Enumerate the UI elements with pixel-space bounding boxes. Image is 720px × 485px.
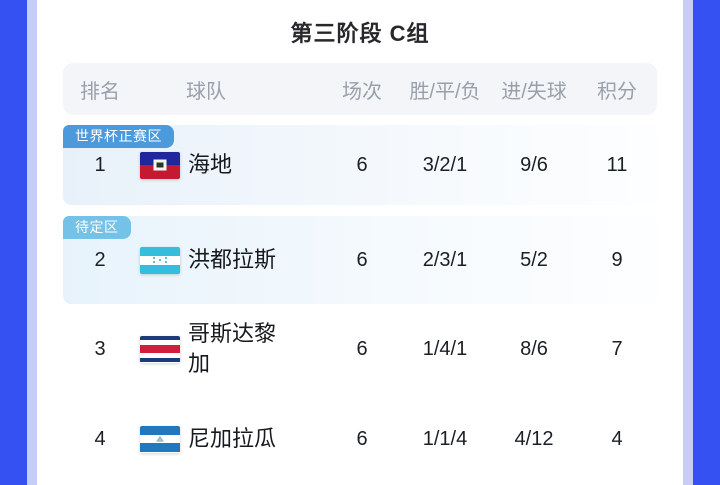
matches-value: 6 (356, 153, 368, 176)
zone-badge-world-cup: 世界杯正赛区 (63, 125, 174, 148)
rank-value: 1 (94, 153, 106, 176)
points-value: 4 (611, 427, 623, 450)
table-header-row: 排名 球队 场次 胜/平/负 进/失球 积分 (63, 63, 657, 115)
points-value: 11 (606, 153, 628, 176)
rank-value: 2 (94, 248, 106, 271)
wdl-value: 1/1/4 (422, 427, 468, 450)
matches-value: 6 (356, 427, 368, 450)
nicaragua-flag-icon (140, 425, 180, 453)
zone-block-pending: 待定区 2 洪都拉斯 6 2/3/1 5/2 9 (63, 216, 657, 304)
rank-value: 4 (94, 427, 106, 450)
matches-value: 6 (356, 248, 368, 271)
points-value: 9 (611, 248, 623, 271)
goals-value: 4/12 (514, 427, 554, 450)
goals-value: 5/2 (520, 248, 548, 271)
table-row-honduras[interactable]: 2 洪都拉斯 6 2/3/1 5/2 9 (63, 216, 657, 304)
team-name: 哥斯达黎加 (188, 321, 277, 376)
table-row-nicaragua[interactable]: 4 尼加拉瓜 6 1/1/4 4/12 4 (63, 394, 657, 484)
header-rank: 排名 (80, 80, 120, 103)
wdl-value: 1/4/1 (422, 337, 468, 360)
header-wdl: 胜/平/负 (409, 80, 481, 103)
wdl-value: 3/2/1 (422, 153, 468, 176)
zone-badge-pending: 待定区 (63, 216, 131, 239)
header-points: 积分 (597, 80, 637, 103)
team-name: 洪都拉斯 (188, 247, 277, 273)
team-name: 海地 (188, 152, 233, 178)
rank-value: 3 (94, 337, 106, 360)
zone-block-world-cup: 世界杯正赛区 1 海地 6 3/2/1 9/6 11 (63, 125, 657, 205)
matches-value: 6 (356, 337, 368, 360)
goals-value: 9/6 (520, 153, 548, 176)
haiti-flag-icon (140, 151, 180, 179)
table-row-costa-rica[interactable]: 3 哥斯达黎加 6 1/4/1 8/6 7 (63, 304, 657, 394)
standings-card: 第三阶段 C组 排名 球队 场次 胜/平/负 进/失球 积分 世界杯正赛区 1 … (27, 0, 693, 485)
header-team: 球队 (186, 80, 226, 103)
page-title: 第三阶段 C组 (290, 20, 430, 46)
header-matches: 场次 (342, 80, 382, 103)
title-bar: 第三阶段 C组 (63, 0, 657, 63)
standings-table: 第三阶段 C组 排名 球队 场次 胜/平/负 进/失球 积分 世界杯正赛区 1 … (63, 0, 657, 484)
wdl-value: 2/3/1 (422, 248, 468, 271)
points-value: 7 (611, 337, 623, 360)
costa-rica-flag-icon (140, 335, 180, 363)
table-row-haiti[interactable]: 1 海地 6 3/2/1 9/6 11 (63, 125, 657, 205)
header-goals: 进/失球 (501, 80, 567, 103)
team-name: 尼加拉瓜 (188, 426, 277, 452)
goals-value: 8/6 (520, 337, 548, 360)
honduras-flag-icon (140, 246, 180, 274)
